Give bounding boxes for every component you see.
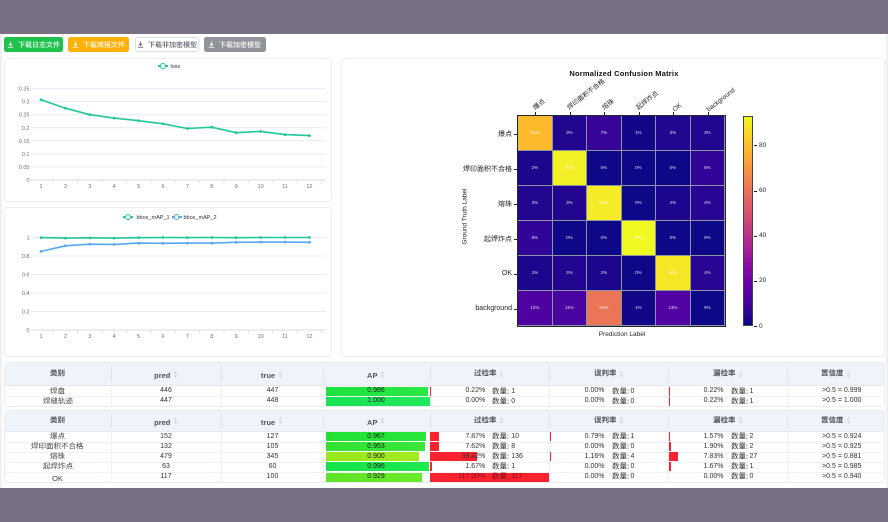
svg-text:3: 3: [88, 334, 91, 340]
svg-text:0.4: 0.4: [22, 291, 30, 297]
svg-text:8: 8: [210, 334, 213, 340]
svg-text:9: 9: [235, 184, 238, 190]
svg-text:11: 11: [282, 334, 288, 340]
svg-text:11: 11: [282, 184, 288, 190]
svg-text:0.3: 0.3: [22, 100, 30, 106]
svg-text:12: 12: [306, 334, 312, 340]
svg-text:0.2: 0.2: [22, 310, 30, 316]
svg-text:8: 8: [210, 184, 213, 190]
svg-text:4: 4: [113, 334, 116, 340]
svg-text:0.05: 0.05: [19, 165, 30, 171]
svg-text:12: 12: [306, 184, 312, 190]
svg-text:0.35: 0.35: [19, 87, 30, 93]
svg-text:0.2: 0.2: [22, 126, 30, 132]
svg-text:4: 4: [113, 184, 116, 190]
svg-text:5: 5: [137, 334, 140, 340]
svg-text:0: 0: [26, 328, 29, 334]
svg-text:6: 6: [161, 184, 164, 190]
svg-text:1: 1: [39, 184, 42, 190]
svg-text:7: 7: [186, 184, 189, 190]
svg-text:10: 10: [258, 184, 264, 190]
svg-text:0.8: 0.8: [22, 254, 30, 260]
svg-text:10: 10: [258, 334, 264, 340]
svg-text:2: 2: [64, 334, 67, 340]
svg-text:7: 7: [186, 334, 189, 340]
svg-text:0.1: 0.1: [22, 152, 30, 158]
svg-text:1: 1: [39, 334, 42, 340]
svg-text:2: 2: [64, 184, 67, 190]
svg-text:3: 3: [88, 184, 91, 190]
svg-text:1: 1: [26, 236, 29, 242]
svg-text:0.25: 0.25: [19, 113, 30, 119]
svg-text:0.15: 0.15: [19, 139, 30, 145]
svg-text:5: 5: [137, 184, 140, 190]
svg-text:6: 6: [161, 334, 164, 340]
svg-text:0.6: 0.6: [22, 273, 30, 279]
svg-text:0: 0: [26, 178, 29, 184]
svg-text:9: 9: [235, 334, 238, 340]
